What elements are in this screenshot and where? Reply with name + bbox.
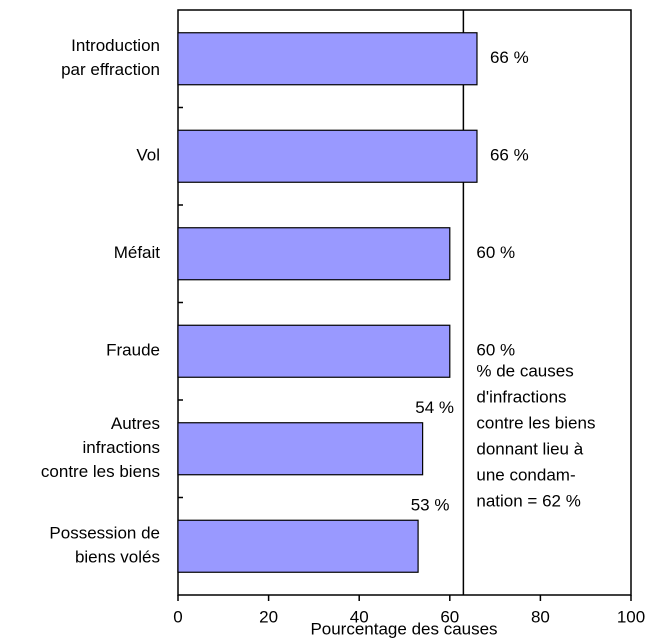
- y-tick-label: par effraction: [61, 60, 160, 79]
- reference-annotation: nation = 62 %: [476, 491, 580, 510]
- bar: [177, 227, 451, 281]
- bar: [177, 129, 478, 183]
- y-tick-label: Introduction: [71, 36, 160, 55]
- x-tick-label: 100: [617, 607, 645, 626]
- bar: [177, 519, 419, 573]
- value-label: 66 %: [490, 48, 529, 67]
- x-tick-label: 40: [350, 607, 369, 626]
- x-tick-label: 80: [531, 607, 550, 626]
- value-label: 66 %: [490, 146, 529, 165]
- reference-annotation: donnant lieu à: [476, 439, 583, 458]
- x-tick-label: 20: [259, 607, 278, 626]
- y-tick-label: infractions: [83, 438, 160, 457]
- reference-annotation: d'infractions: [476, 387, 566, 406]
- value-label: 60 %: [476, 243, 515, 262]
- reference-annotation: une condam-: [476, 465, 575, 484]
- bar: [177, 324, 451, 378]
- y-tick-label: Possession de: [49, 524, 160, 543]
- y-tick-label: Méfait: [114, 243, 161, 262]
- y-tick-label: Vol: [136, 146, 160, 165]
- x-tick-label: 60: [440, 607, 459, 626]
- y-tick-label: biens volés: [75, 548, 160, 567]
- reference-annotation: contre les biens: [476, 413, 595, 432]
- value-label: 53 %: [411, 496, 450, 515]
- x-axis-label: Pourcentage des causes: [310, 619, 497, 638]
- value-label: 60 %: [476, 341, 515, 360]
- x-tick-label: 0: [173, 607, 182, 626]
- value-label: 54 %: [415, 398, 454, 417]
- bar: [177, 32, 478, 86]
- y-tick-label: Autres: [111, 414, 160, 433]
- y-tick-label: contre les biens: [41, 462, 160, 481]
- y-tick-label: Fraude: [106, 341, 160, 360]
- bar: [177, 422, 424, 476]
- reference-annotation: % de causes: [476, 361, 573, 380]
